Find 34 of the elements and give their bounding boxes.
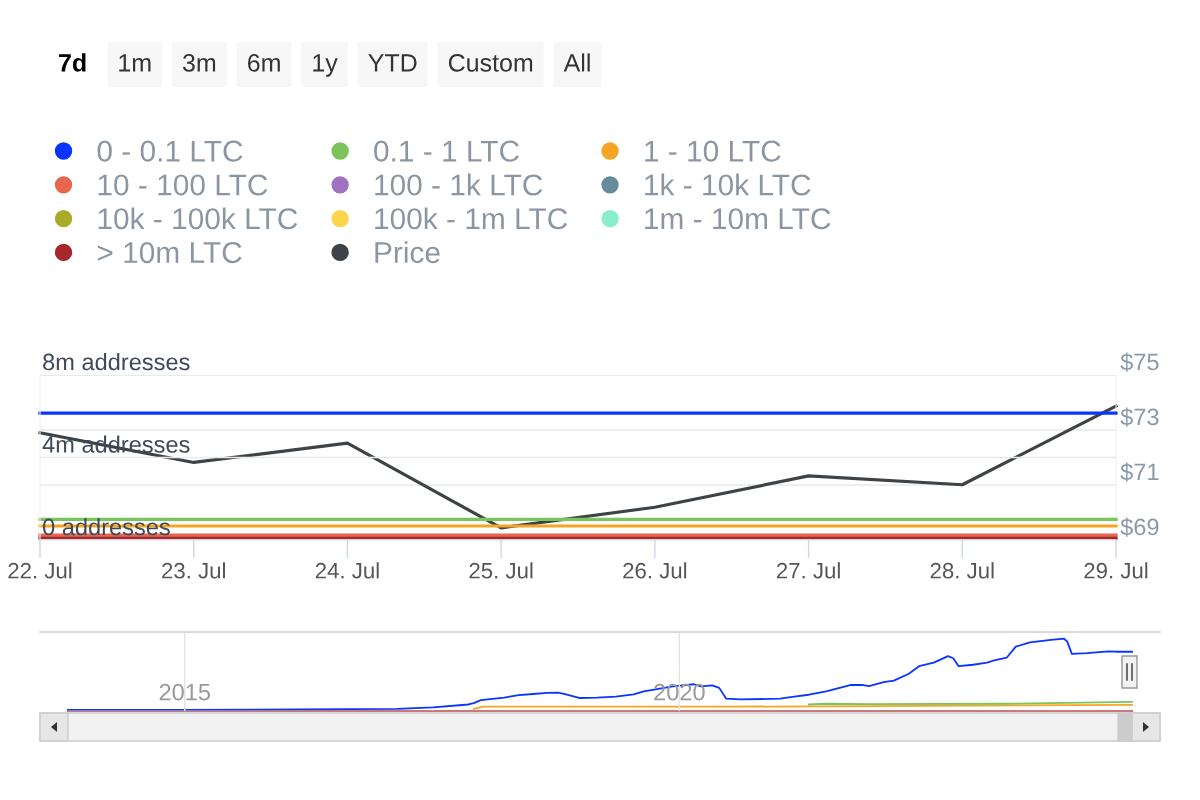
x-tick-label: 22. Jul (8, 562, 72, 579)
x-tick-label: 23. Jul (162, 562, 225, 579)
legend-label: 10k - 100k LTC (98, 207, 298, 230)
legend-label: 100k - 1m LTC (375, 207, 568, 230)
legend-label: 10 - 100 LTC (98, 174, 268, 196)
text: 7d (59, 53, 86, 72)
x-tick-label: 2020 (654, 683, 705, 701)
text: Custom (448, 54, 533, 72)
legend-label: 1k - 10k LTC (645, 173, 811, 196)
legend-label: 100 - 1k LTC (375, 173, 543, 196)
legend-label: 1 - 10 LTC (645, 140, 781, 162)
y2-tick-label: $69 (1120, 517, 1159, 537)
legend-label: 0 - 0.1 LTC (97, 140, 243, 162)
y2-tick-label: $73 (1120, 407, 1159, 427)
x-tick-label: 24. Jul (315, 562, 379, 579)
legend-label: > 10m LTC (97, 242, 242, 264)
y-tick-label: 8m addresses (43, 352, 190, 371)
y2-tick-label: $75 (1120, 352, 1159, 372)
legend-label: Price (375, 241, 440, 264)
legend-label: 0.1 - 1 LTC (374, 140, 519, 162)
x-tick-label: 2015 (159, 683, 211, 701)
x-tick-label: 28. Jul (930, 562, 994, 579)
text: 1y (313, 54, 338, 77)
y2-tick-label: $71 (1120, 462, 1159, 482)
x-tick-label: 27. Jul (776, 562, 840, 579)
text: YTD (368, 54, 417, 72)
text: All (563, 53, 590, 72)
text: 6m (248, 54, 280, 72)
x-tick-label: 25. Jul (469, 562, 533, 579)
text: 1m (119, 54, 151, 72)
text: 3m (182, 54, 216, 72)
x-tick-label: 26. Jul (623, 562, 687, 579)
x-tick-label: 29. Jul (1084, 562, 1148, 579)
legend-label: 1m - 10m LTC (645, 208, 831, 230)
